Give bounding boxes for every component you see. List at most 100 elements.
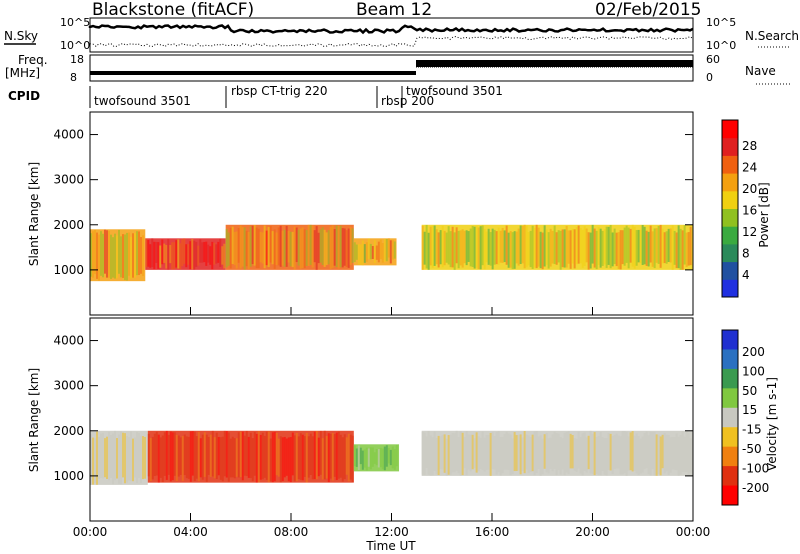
power-band-2-col xyxy=(297,229,300,266)
power-band-3-col xyxy=(379,239,382,260)
freq-tick-bottom: 8 xyxy=(70,71,77,84)
power-band-4-col xyxy=(559,230,562,270)
power-band-4-col xyxy=(475,226,478,268)
noise-search-trace xyxy=(89,35,694,48)
y-tick-label: 3000 xyxy=(53,173,84,187)
power-band-4-col xyxy=(531,225,534,269)
vel-band-3-col xyxy=(555,433,558,476)
power-band-2-col xyxy=(289,231,292,267)
power-band-2-col xyxy=(339,225,342,268)
vel-band-1-col xyxy=(209,434,212,477)
power-band-3-col xyxy=(373,240,376,263)
vel-band-1-col xyxy=(239,431,242,478)
power-band-0-col xyxy=(108,230,110,278)
power-band-2-col xyxy=(225,228,228,268)
power-band-2-col xyxy=(231,226,234,264)
power-band-0-col xyxy=(90,233,92,277)
power-band-4-col xyxy=(489,232,492,266)
vel-band-3-col xyxy=(655,434,658,476)
vel-band-1-col xyxy=(263,435,266,478)
vel-band-2-col xyxy=(385,445,388,467)
nave-tick-bottom: 0 xyxy=(706,71,713,84)
vel-band-0-col xyxy=(136,431,138,483)
velocity-colorbar-swatch xyxy=(722,407,738,428)
power-band-4-col xyxy=(547,232,550,269)
power-band-2-col xyxy=(345,230,348,268)
vel-band-1-col xyxy=(331,432,334,481)
power-band-3-col xyxy=(359,244,362,265)
vel-band-1-col xyxy=(293,435,296,482)
power-band-2-col xyxy=(245,230,248,267)
vel-band-3-col xyxy=(575,438,578,472)
power-band-4-col xyxy=(447,226,450,265)
vel-band-1-col xyxy=(197,431,200,482)
y-tick-label: 2000 xyxy=(53,218,84,232)
power-band-4-col xyxy=(595,230,598,270)
power-band-3-col xyxy=(393,241,396,259)
power-band-2-col xyxy=(265,230,268,266)
power-band-1 xyxy=(145,238,226,270)
vel-band-3-col xyxy=(673,437,676,470)
vel-band-3-col xyxy=(481,431,484,471)
vel-band-1-col xyxy=(161,435,164,483)
vel-band-3-col xyxy=(681,431,684,472)
power-band-4-col xyxy=(515,231,518,264)
power-band-1-col xyxy=(165,244,168,269)
power-band-2-col xyxy=(287,230,290,263)
power-band-1-col xyxy=(199,239,202,263)
power-band-4-col xyxy=(483,228,486,270)
power-band-4-col xyxy=(439,230,442,265)
power-band-1-col xyxy=(197,245,200,266)
vel-band-3-col xyxy=(499,436,502,476)
power-band-4-col xyxy=(623,227,626,266)
power-band-1-col xyxy=(217,241,220,263)
power-band-2-col xyxy=(261,232,264,264)
x-tick-label: 20:00 xyxy=(575,525,610,539)
vel-band-3-col xyxy=(535,431,538,473)
vel-band-3-col xyxy=(667,435,670,475)
vel-band-3-col xyxy=(495,431,498,475)
power-band-4-col xyxy=(619,230,622,270)
power-band-0-col xyxy=(140,237,142,274)
power-band-4-col xyxy=(445,232,448,263)
vel-band-3-col xyxy=(459,431,462,476)
vel-band-3-col xyxy=(547,438,550,474)
vel-band-3-col xyxy=(465,431,468,476)
vel-band-1-col xyxy=(191,431,194,476)
power-band-2-col xyxy=(243,227,246,270)
power-band-0-col xyxy=(120,236,122,278)
power-band-4-col xyxy=(603,229,606,265)
power-band-4-col xyxy=(553,225,556,265)
vel-band-3-col xyxy=(689,438,692,473)
power-band-4-col xyxy=(557,230,560,263)
vel-band-3-col xyxy=(601,437,604,471)
vel-band-1-col xyxy=(269,438,272,482)
power-band-1-col xyxy=(203,241,206,263)
power-band-0-col xyxy=(98,234,100,281)
power-band-4-col xyxy=(471,225,474,268)
power-band-0-col xyxy=(128,232,130,276)
power-band-4-col xyxy=(519,225,522,265)
vel-band-3-col xyxy=(659,436,662,476)
power-band-0-col xyxy=(134,232,136,278)
vel-band-1-col xyxy=(185,436,188,479)
power-band-4-col xyxy=(491,228,494,270)
power-band-2-col xyxy=(267,226,270,268)
power-band-1-col xyxy=(163,243,166,263)
power-band-2-col xyxy=(335,225,338,268)
vel-band-1-col xyxy=(315,431,318,480)
vel-band-2-col xyxy=(373,452,376,464)
power-band-4-col xyxy=(649,225,652,263)
vel-band-1-col xyxy=(339,434,342,478)
vel-band-2-col xyxy=(353,445,356,467)
power-band-1-col xyxy=(167,238,170,270)
power-band-4-col xyxy=(565,225,568,268)
power-band-4-col xyxy=(669,228,672,263)
vel-band-3-col xyxy=(525,434,528,470)
power-colorbar-swatch xyxy=(722,226,738,245)
vel-band-3-col xyxy=(563,432,566,476)
power-band-4-col xyxy=(493,229,496,265)
vel-band-3-col xyxy=(569,433,572,469)
frequency-panel-frame xyxy=(89,54,694,82)
power-band-0-col xyxy=(138,231,140,276)
